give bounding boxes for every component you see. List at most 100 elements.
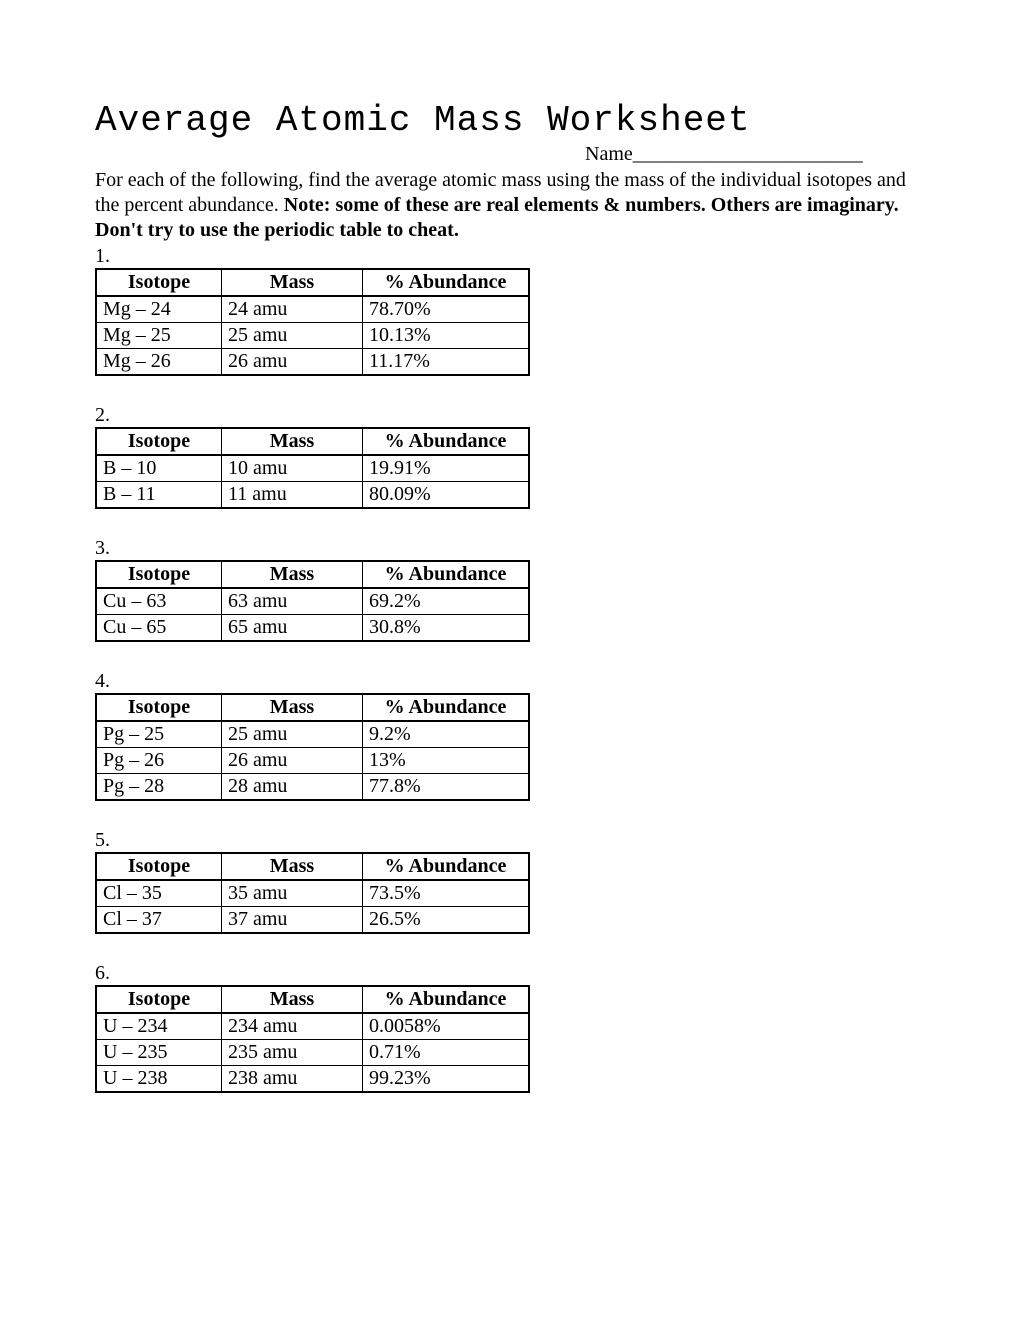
header-isotope: Isotope [96, 986, 222, 1013]
isotope-table: IsotopeMass% AbundancePg – 2525 amu9.2%P… [95, 693, 530, 801]
table-row: Cl – 3737 amu26.5% [96, 907, 529, 934]
cell-isotope: Cl – 37 [96, 907, 222, 934]
isotope-table: IsotopeMass% AbundanceCu – 6363 amu69.2%… [95, 560, 530, 642]
table-row: Mg – 2424 amu78.70% [96, 296, 529, 323]
header-mass: Mass [222, 269, 363, 296]
problem: 4.IsotopeMass% AbundancePg – 2525 amu9.2… [95, 670, 925, 801]
cell-isotope: U – 234 [96, 1013, 222, 1040]
cell-abundance: 78.70% [363, 296, 530, 323]
table-row: Mg – 2626 amu11.17% [96, 349, 529, 376]
cell-abundance: 77.8% [363, 774, 530, 801]
problem: 1.IsotopeMass% AbundanceMg – 2424 amu78.… [95, 245, 925, 376]
cell-abundance: 0.0058% [363, 1013, 530, 1040]
cell-abundance: 13% [363, 748, 530, 774]
cell-abundance: 30.8% [363, 615, 530, 642]
cell-isotope: Mg – 25 [96, 323, 222, 349]
cell-mass: 35 amu [222, 880, 363, 907]
cell-mass: 11 amu [222, 482, 363, 509]
cell-mass: 24 amu [222, 296, 363, 323]
table-row: Pg – 2828 amu77.8% [96, 774, 529, 801]
problem-number: 5. [95, 829, 925, 852]
problem-number: 3. [95, 537, 925, 560]
cell-abundance: 80.09% [363, 482, 530, 509]
cell-mass: 37 amu [222, 907, 363, 934]
header-mass: Mass [222, 853, 363, 880]
cell-mass: 28 amu [222, 774, 363, 801]
cell-isotope: Pg – 26 [96, 748, 222, 774]
cell-mass: 63 amu [222, 588, 363, 615]
table-row: Cu – 6363 amu69.2% [96, 588, 529, 615]
table-row: Mg – 2525 amu10.13% [96, 323, 529, 349]
cell-isotope: B – 10 [96, 455, 222, 482]
header-mass: Mass [222, 561, 363, 588]
problem: 3.IsotopeMass% AbundanceCu – 6363 amu69.… [95, 537, 925, 642]
table-row: U – 235235 amu0.71% [96, 1040, 529, 1066]
table-row: U – 238238 amu99.23% [96, 1066, 529, 1093]
header-abundance: % Abundance [363, 986, 530, 1013]
header-abundance: % Abundance [363, 694, 530, 721]
table-row: B – 1111 amu80.09% [96, 482, 529, 509]
header-mass: Mass [222, 986, 363, 1013]
header-abundance: % Abundance [363, 428, 530, 455]
table-header-row: IsotopeMass% Abundance [96, 694, 529, 721]
isotope-table: IsotopeMass% AbundanceCl – 3535 amu73.5%… [95, 852, 530, 934]
name-field-label: Name_______________________ [95, 143, 925, 166]
cell-isotope: Cl – 35 [96, 880, 222, 907]
problem-number: 4. [95, 670, 925, 693]
cell-mass: 25 amu [222, 721, 363, 748]
header-isotope: Isotope [96, 694, 222, 721]
cell-isotope: Mg – 24 [96, 296, 222, 323]
header-abundance: % Abundance [363, 561, 530, 588]
problem: 2.IsotopeMass% AbundanceB – 1010 amu19.9… [95, 404, 925, 509]
table-header-row: IsotopeMass% Abundance [96, 269, 529, 296]
cell-isotope: Cu – 65 [96, 615, 222, 642]
header-abundance: % Abundance [363, 853, 530, 880]
cell-isotope: Pg – 25 [96, 721, 222, 748]
cell-abundance: 11.17% [363, 349, 530, 376]
cell-isotope: Pg – 28 [96, 774, 222, 801]
cell-abundance: 9.2% [363, 721, 530, 748]
cell-mass: 25 amu [222, 323, 363, 349]
cell-mass: 10 amu [222, 455, 363, 482]
cell-abundance: 10.13% [363, 323, 530, 349]
table-row: Cl – 3535 amu73.5% [96, 880, 529, 907]
problem-number: 1. [95, 245, 925, 268]
cell-mass: 26 amu [222, 748, 363, 774]
problem-number: 6. [95, 962, 925, 985]
cell-abundance: 69.2% [363, 588, 530, 615]
cell-abundance: 73.5% [363, 880, 530, 907]
table-header-row: IsotopeMass% Abundance [96, 561, 529, 588]
table-header-row: IsotopeMass% Abundance [96, 986, 529, 1013]
table-header-row: IsotopeMass% Abundance [96, 428, 529, 455]
header-isotope: Isotope [96, 269, 222, 296]
cell-mass: 235 amu [222, 1040, 363, 1066]
table-header-row: IsotopeMass% Abundance [96, 853, 529, 880]
header-mass: Mass [222, 694, 363, 721]
cell-isotope: Cu – 63 [96, 588, 222, 615]
worksheet-title: Average Atomic Mass Worksheet [95, 100, 925, 141]
cell-mass: 234 amu [222, 1013, 363, 1040]
cell-isotope: B – 11 [96, 482, 222, 509]
header-abundance: % Abundance [363, 269, 530, 296]
header-mass: Mass [222, 428, 363, 455]
cell-mass: 238 amu [222, 1066, 363, 1093]
cell-isotope: Mg – 26 [96, 349, 222, 376]
isotope-table: IsotopeMass% AbundanceB – 1010 amu19.91%… [95, 427, 530, 509]
table-row: U – 234234 amu0.0058% [96, 1013, 529, 1040]
isotope-table: IsotopeMass% AbundanceU – 234234 amu0.00… [95, 985, 530, 1093]
problem: 6.IsotopeMass% AbundanceU – 234234 amu0.… [95, 962, 925, 1093]
problem: 5.IsotopeMass% AbundanceCl – 3535 amu73.… [95, 829, 925, 934]
table-row: Pg – 2525 amu9.2% [96, 721, 529, 748]
table-row: Pg – 2626 amu13% [96, 748, 529, 774]
cell-abundance: 26.5% [363, 907, 530, 934]
cell-abundance: 99.23% [363, 1066, 530, 1093]
header-isotope: Isotope [96, 428, 222, 455]
table-row: Cu – 6565 amu30.8% [96, 615, 529, 642]
cell-mass: 65 amu [222, 615, 363, 642]
cell-isotope: U – 235 [96, 1040, 222, 1066]
cell-abundance: 0.71% [363, 1040, 530, 1066]
cell-isotope: U – 238 [96, 1066, 222, 1093]
header-isotope: Isotope [96, 853, 222, 880]
cell-abundance: 19.91% [363, 455, 530, 482]
problem-number: 2. [95, 404, 925, 427]
